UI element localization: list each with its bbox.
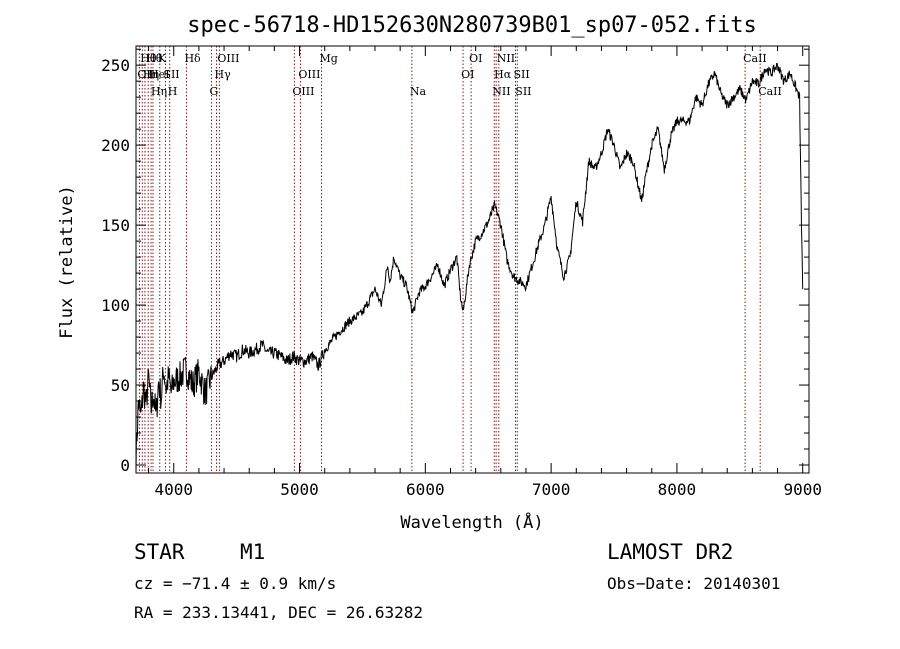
spectral-line-label: Mg (320, 52, 338, 65)
spectral-line-label: OIII (217, 52, 239, 65)
chart-title: spec-56718-HD152630N280739B01_sp07-052.f… (187, 13, 757, 38)
spectral-line-label: CaII (743, 52, 767, 65)
y-tick-label: 50 (111, 376, 130, 395)
spectral-line-label: NII (497, 52, 515, 65)
spectrum-series-line (135, 62, 804, 474)
spectral-line-label: CaII (758, 85, 782, 98)
y-axis-label: Flux (relative) (57, 185, 77, 339)
spectral-line-label: OI (461, 68, 474, 81)
spectral-line-label: OIII (298, 68, 320, 81)
spectral-line-label: SII (514, 68, 530, 81)
spectral-lines-layer (138, 46, 761, 473)
object-subclass: M1 (240, 540, 266, 564)
plot-frame (135, 45, 810, 474)
spectral-line-labels: OIIHθHηHθHeIHηKSIIHHδGHγOIIIOIIIOIIIMgNa… (137, 52, 781, 98)
spectral-line-label: K (158, 52, 167, 65)
x-tick-label: 8000 (658, 480, 697, 499)
x-tick-label: 6000 (406, 480, 445, 499)
coordinates: RA = 233.13441, DEC = 26.63282 (134, 603, 423, 622)
spectral-line-label: OI (469, 52, 482, 65)
spectral-line-label: Hα (494, 68, 512, 81)
spectral-line-label: Na (410, 85, 427, 98)
object-class: STAR (134, 540, 185, 564)
spectral-line-label: G (209, 85, 218, 98)
spectral-line-label: HeI (149, 68, 169, 81)
x-tick-label: 7000 (532, 480, 571, 499)
y-tick-label: 250 (101, 56, 130, 75)
spectral-line-label: Hθ (140, 52, 157, 65)
y-axis: 0 50 100 150 200 250 (101, 48, 809, 475)
spectral-line-label: Hη (143, 68, 159, 81)
y-tick-label: 100 (101, 296, 130, 315)
spectral-line-label: Hθ (146, 52, 163, 65)
spectral-line-label: OIII (292, 85, 314, 98)
x-tick-label: 4000 (154, 480, 193, 499)
y-tick-label: 0 (120, 456, 130, 475)
spectral-line-label: SII (163, 68, 179, 81)
redshift-text: cz = −71.4 ± 0.9 km/s (134, 574, 337, 593)
y-tick-label: 200 (101, 136, 130, 155)
x-tick-label: 5000 (280, 480, 319, 499)
x-tick-label: 9000 (783, 480, 822, 499)
spectral-line-label: SII (515, 85, 531, 98)
spectral-line-label: H (168, 85, 178, 98)
y-tick-label: 150 (101, 216, 130, 235)
spectral-line-label: OII (137, 68, 155, 81)
spectral-line-label: Hδ (184, 52, 201, 65)
survey-name: LAMOST DR2 (607, 540, 734, 564)
obs-date: Obs−Date: 20140301 (607, 574, 781, 593)
x-axis-label: Wavelength (Å) (400, 511, 543, 533)
spectral-line-label: Hγ (215, 68, 232, 81)
spectral-line-label: Hη (151, 85, 167, 98)
spectral-line-label: NII (492, 85, 510, 98)
x-axis: 4000 5000 6000 7000 8000 9000 (148, 46, 822, 499)
